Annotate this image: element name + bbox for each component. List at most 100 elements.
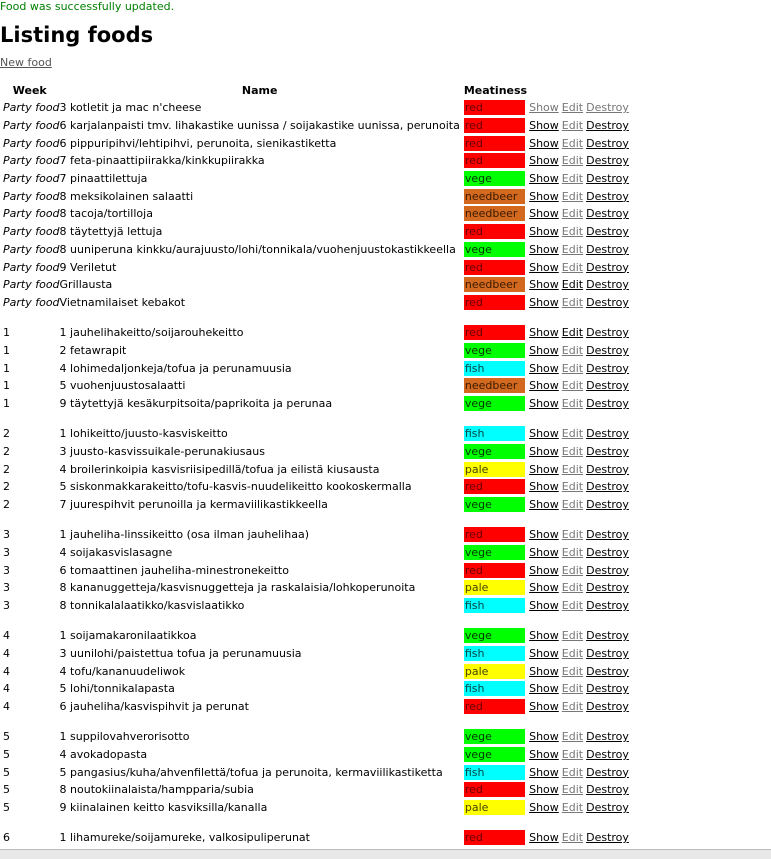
- destroy-link[interactable]: Destroy: [586, 136, 629, 150]
- destroy-link[interactable]: Destroy: [586, 700, 629, 714]
- show-link[interactable]: Show: [529, 765, 559, 779]
- show-link[interactable]: Show: [529, 260, 559, 274]
- edit-link[interactable]: Edit: [561, 599, 584, 612]
- show-link[interactable]: Show: [529, 136, 559, 150]
- show-link[interactable]: Show: [529, 462, 559, 476]
- edit-link[interactable]: Edit: [561, 545, 584, 559]
- show-link[interactable]: Show: [529, 748, 559, 761]
- destroy-link[interactable]: Destroy: [586, 379, 629, 393]
- edit-link[interactable]: Edit: [561, 480, 584, 494]
- destroy-link[interactable]: Destroy: [586, 207, 629, 221]
- destroy-link[interactable]: Destroy: [586, 462, 629, 476]
- show-link[interactable]: Show: [529, 480, 559, 494]
- show-link[interactable]: Show: [529, 326, 559, 340]
- show-link[interactable]: Show: [529, 172, 559, 186]
- edit-link[interactable]: Edit: [561, 260, 584, 274]
- edit-link[interactable]: Edit: [561, 225, 584, 239]
- show-link[interactable]: Show: [529, 599, 559, 612]
- destroy-link[interactable]: Destroy: [586, 497, 629, 511]
- edit-link[interactable]: Edit: [561, 528, 584, 542]
- edit-link[interactable]: Edit: [561, 396, 584, 410]
- edit-link[interactable]: Edit: [561, 646, 584, 660]
- destroy-link[interactable]: Destroy: [586, 189, 629, 203]
- edit-link[interactable]: Edit: [561, 581, 584, 595]
- destroy-link[interactable]: Destroy: [586, 528, 629, 542]
- edit-link[interactable]: Edit: [561, 765, 584, 779]
- destroy-link[interactable]: Destroy: [586, 682, 629, 696]
- edit-link[interactable]: Edit: [561, 154, 584, 168]
- show-link[interactable]: Show: [529, 101, 559, 115]
- destroy-link[interactable]: Destroy: [586, 599, 629, 612]
- destroy-link[interactable]: Destroy: [586, 326, 629, 340]
- destroy-link[interactable]: Destroy: [586, 646, 629, 660]
- destroy-link[interactable]: Destroy: [586, 278, 629, 292]
- edit-link[interactable]: Edit: [561, 629, 584, 643]
- show-link[interactable]: Show: [529, 563, 559, 577]
- show-link[interactable]: Show: [529, 801, 559, 815]
- edit-link[interactable]: Edit: [561, 101, 584, 115]
- destroy-link[interactable]: Destroy: [586, 783, 629, 797]
- show-link[interactable]: Show: [529, 730, 559, 744]
- edit-link[interactable]: Edit: [561, 119, 584, 133]
- destroy-link[interactable]: Destroy: [586, 563, 629, 577]
- destroy-link[interactable]: Destroy: [586, 664, 629, 678]
- destroy-link[interactable]: Destroy: [586, 260, 629, 274]
- destroy-link[interactable]: Destroy: [586, 480, 629, 494]
- edit-link[interactable]: Edit: [561, 563, 584, 577]
- destroy-link[interactable]: Destroy: [586, 119, 629, 133]
- show-link[interactable]: Show: [529, 242, 559, 256]
- edit-link[interactable]: Edit: [561, 444, 584, 458]
- show-link[interactable]: Show: [529, 700, 559, 714]
- show-link[interactable]: Show: [529, 154, 559, 168]
- edit-link[interactable]: Edit: [561, 783, 584, 797]
- show-link[interactable]: Show: [529, 427, 559, 441]
- show-link[interactable]: Show: [529, 396, 559, 410]
- destroy-link[interactable]: Destroy: [586, 172, 629, 186]
- destroy-link[interactable]: Destroy: [586, 730, 629, 744]
- edit-link[interactable]: Edit: [561, 379, 584, 393]
- show-link[interactable]: Show: [529, 682, 559, 696]
- edit-link[interactable]: Edit: [561, 664, 584, 678]
- edit-link[interactable]: Edit: [561, 748, 584, 761]
- destroy-link[interactable]: Destroy: [586, 831, 629, 845]
- destroy-link[interactable]: Destroy: [586, 801, 629, 815]
- destroy-link[interactable]: Destroy: [586, 154, 629, 168]
- show-link[interactable]: Show: [529, 207, 559, 221]
- destroy-link[interactable]: Destroy: [586, 748, 629, 761]
- edit-link[interactable]: Edit: [561, 682, 584, 696]
- edit-link[interactable]: Edit: [561, 172, 584, 186]
- show-link[interactable]: Show: [529, 295, 559, 309]
- destroy-link[interactable]: Destroy: [586, 545, 629, 559]
- show-link[interactable]: Show: [529, 646, 559, 660]
- destroy-link[interactable]: Destroy: [586, 427, 629, 441]
- show-link[interactable]: Show: [529, 831, 559, 845]
- destroy-link[interactable]: Destroy: [586, 444, 629, 458]
- destroy-link[interactable]: Destroy: [586, 396, 629, 410]
- show-link[interactable]: Show: [529, 783, 559, 797]
- edit-link[interactable]: Edit: [561, 326, 584, 340]
- edit-link[interactable]: Edit: [561, 801, 584, 815]
- show-link[interactable]: Show: [529, 361, 559, 375]
- show-link[interactable]: Show: [529, 545, 559, 559]
- horizontal-scrollbar[interactable]: [0, 849, 771, 859]
- show-link[interactable]: Show: [529, 664, 559, 678]
- edit-link[interactable]: Edit: [561, 242, 584, 256]
- destroy-link[interactable]: Destroy: [586, 295, 629, 309]
- edit-link[interactable]: Edit: [561, 700, 584, 714]
- show-link[interactable]: Show: [529, 444, 559, 458]
- destroy-link[interactable]: Destroy: [586, 629, 629, 643]
- destroy-link[interactable]: Destroy: [586, 581, 629, 595]
- destroy-link[interactable]: Destroy: [586, 225, 629, 239]
- destroy-link[interactable]: Destroy: [586, 343, 629, 357]
- edit-link[interactable]: Edit: [561, 730, 584, 744]
- destroy-link[interactable]: Destroy: [586, 361, 629, 375]
- show-link[interactable]: Show: [529, 278, 559, 292]
- destroy-link[interactable]: Destroy: [586, 242, 629, 256]
- show-link[interactable]: Show: [529, 528, 559, 542]
- show-link[interactable]: Show: [529, 189, 559, 203]
- show-link[interactable]: Show: [529, 119, 559, 133]
- show-link[interactable]: Show: [529, 225, 559, 239]
- new-food-link[interactable]: New food: [0, 56, 52, 69]
- edit-link[interactable]: Edit: [561, 295, 584, 309]
- edit-link[interactable]: Edit: [561, 278, 584, 292]
